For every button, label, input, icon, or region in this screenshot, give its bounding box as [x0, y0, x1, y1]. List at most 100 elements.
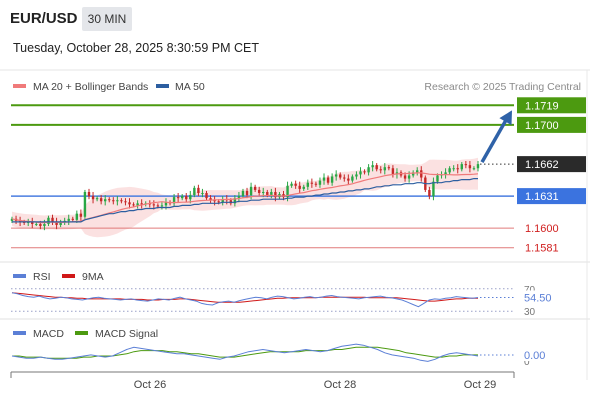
candle-body — [99, 198, 103, 202]
candle-body — [120, 200, 123, 202]
candle-body — [286, 185, 289, 198]
macd-value-label: 0.00 — [524, 350, 545, 362]
macd-signal-line — [12, 346, 478, 359]
candle-body — [387, 167, 391, 169]
candle-body — [298, 185, 301, 189]
ma50-line — [12, 178, 478, 223]
candle-body — [47, 217, 50, 224]
candle-body — [180, 196, 184, 199]
rsi-line — [11, 292, 479, 308]
candle-body — [363, 171, 366, 173]
candle-body — [294, 183, 297, 186]
x-tick-label: Oct 29 — [464, 379, 496, 391]
candle-body — [468, 165, 472, 169]
rsi-tick-label: 30 — [524, 307, 536, 318]
candle-body — [185, 196, 188, 200]
credit-text: Research © 2025 Trading Central — [424, 81, 581, 93]
candle-body — [79, 213, 83, 217]
macd-signal-legend-swatch — [75, 331, 88, 335]
candle-body — [249, 186, 253, 196]
candle-body — [140, 203, 143, 205]
macd-line — [11, 343, 479, 362]
candle-body — [75, 213, 79, 220]
x-tick-label: Oct 26 — [134, 379, 166, 391]
candle-body — [67, 218, 70, 221]
candle-body — [152, 204, 156, 206]
rsi-value-label: 54.50 — [524, 292, 552, 304]
candle-body — [444, 172, 447, 175]
candle-body — [112, 200, 115, 202]
candle-body — [197, 187, 200, 194]
candle-body — [314, 183, 318, 185]
resistance-price-tag — [517, 116, 586, 133]
candle-body — [43, 223, 46, 227]
candle-body — [35, 223, 38, 225]
candle-body — [456, 168, 459, 170]
candle-body — [302, 186, 305, 189]
candle-body — [407, 175, 411, 179]
ma50-legend-label: MA 50 — [175, 81, 205, 93]
candle-body — [209, 198, 212, 201]
macd-value-bg — [521, 348, 551, 361]
candle-body — [339, 174, 342, 178]
resistance-price-tag — [517, 97, 586, 114]
forecast-arrow — [480, 117, 509, 163]
candle-body — [411, 172, 415, 176]
macd-legend-swatch — [13, 331, 26, 335]
rsi-ma-line — [11, 292, 478, 303]
candle-body — [334, 174, 338, 177]
candle-body — [452, 168, 455, 170]
forecast-arrow-head — [499, 110, 512, 126]
candle-body — [95, 198, 99, 200]
candle-body — [318, 180, 322, 185]
resistance-price-label: 1.1700 — [525, 120, 559, 132]
candle-body — [55, 221, 58, 226]
timeframe-badge[interactable]: 30 MIN — [82, 7, 132, 31]
candle-body — [347, 178, 350, 181]
candle-body — [164, 202, 168, 206]
candle-body — [116, 200, 119, 202]
candle-body — [193, 187, 196, 196]
candle-body — [136, 203, 139, 206]
candle-body — [306, 182, 310, 187]
candle-body — [391, 168, 395, 175]
candle-body — [428, 189, 431, 197]
candle-body — [245, 190, 249, 196]
candle-body — [351, 176, 354, 181]
candle-body — [290, 183, 293, 186]
candle-body — [189, 195, 192, 200]
candle-body — [160, 205, 164, 207]
candle-body — [51, 217, 54, 222]
candle-body — [87, 191, 91, 197]
rsi-legend-swatch — [13, 274, 26, 278]
candle-body — [221, 199, 224, 203]
candle-body — [343, 177, 346, 179]
current-price-tag — [517, 156, 586, 173]
pivot-price-tag — [517, 188, 586, 205]
candle-body — [322, 177, 326, 181]
candle-body — [205, 193, 208, 199]
candle-body — [257, 189, 261, 194]
candle-body — [416, 170, 419, 173]
candle-body — [241, 190, 245, 197]
candle-body — [274, 191, 277, 198]
support-price-label: 1.1600 — [525, 223, 559, 235]
candle-body — [176, 197, 180, 199]
candle-body — [476, 164, 480, 169]
candle-body — [83, 191, 87, 217]
macd-tick-label: 0 — [524, 357, 530, 368]
candle-body — [403, 175, 407, 179]
candle-body — [156, 205, 160, 207]
candle-body — [436, 175, 439, 182]
ma20-legend-swatch — [13, 84, 26, 88]
candle-body — [310, 182, 314, 184]
candle-body — [213, 200, 216, 202]
candle-body — [448, 168, 451, 173]
candle-body — [367, 167, 370, 173]
candle-body — [330, 176, 334, 183]
ma50-legend-swatch — [156, 84, 169, 88]
chart-datetime: Tuesday, October 28, 2025 8:30:59 PM CET — [13, 41, 259, 55]
rsi-legend-label: RSI — [33, 271, 51, 283]
candle-body — [253, 186, 257, 190]
